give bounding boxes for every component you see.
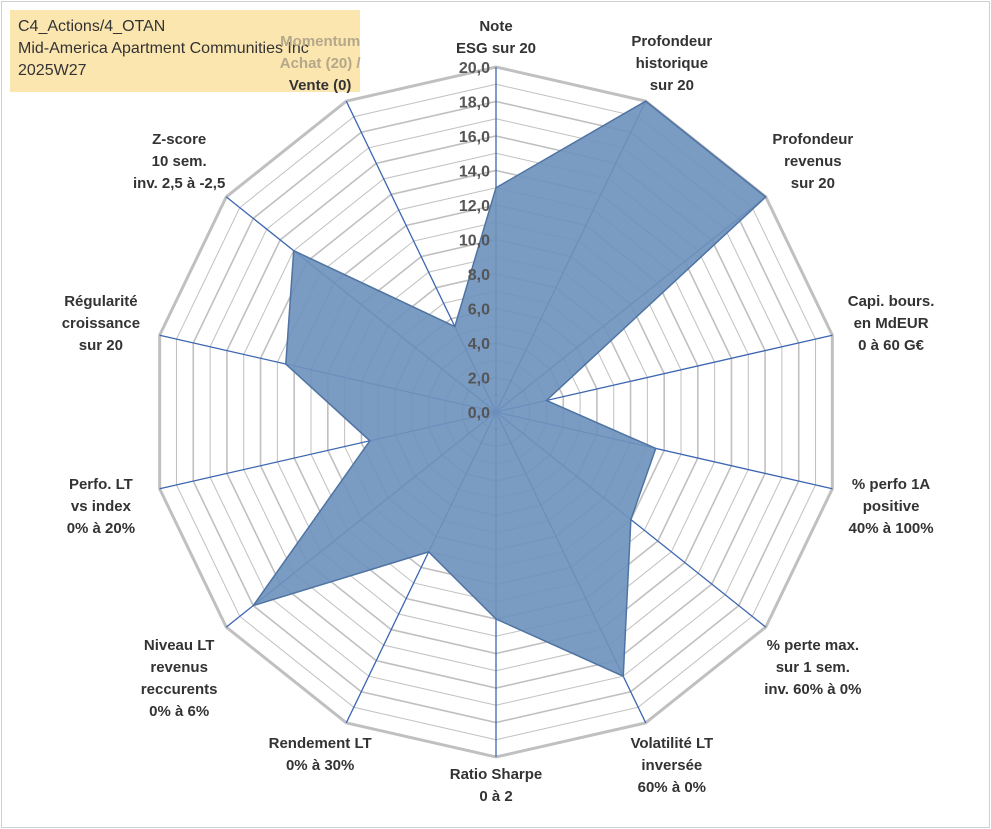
- radar-series: [251, 100, 767, 678]
- tick-label: 14,0: [459, 164, 490, 181]
- info-line-company: Mid-America Apartment Communities Inc: [18, 40, 309, 57]
- info-line-portfolio: C4_Actions/4_OTAN: [18, 18, 166, 35]
- tick-label: 6,0: [468, 302, 490, 319]
- axis-label: Note ESG sur 20: [456, 18, 536, 57]
- tick-label: 10,0: [459, 233, 490, 250]
- tick-label: 8,0: [468, 267, 490, 284]
- axis-label: Profondeur historique sur 20: [631, 33, 712, 94]
- series-area: [251, 100, 767, 678]
- tick-label: 20,0: [459, 60, 490, 77]
- tick-label: 12,0: [459, 198, 490, 215]
- radar-tick-labels: 0,0 2,0 4,0 6,0 8,0 10,0 12,0 14,0 16,0 18,0 20,0: [459, 60, 490, 422]
- axis-label: Ratio Sharpe 0 à 2: [450, 766, 543, 805]
- tick-label: 4,0: [468, 336, 490, 353]
- tick-label: 18,0: [459, 95, 490, 112]
- axis-label: Régularité croissance sur 20: [62, 293, 140, 354]
- axis-label: Capi. bours. en MdEUR 0 à 60 G€: [848, 293, 935, 354]
- axis-spoke: [495, 334, 833, 413]
- tick-label: 16,0: [459, 129, 490, 146]
- axis-label: Momentum Achat (20) / Vente (0): [280, 33, 362, 94]
- axis-label: Niveau LT revenus reccurents 0% à 6%: [141, 637, 218, 720]
- tick-label: 2,0: [468, 371, 490, 388]
- axis-label: Profondeur revenus sur 20: [772, 131, 853, 192]
- axis-label: Volatilité LT inversée 60% à 0%: [630, 735, 713, 796]
- axis-label: Perfo. LT vs index 0% à 20%: [67, 476, 135, 537]
- axis-label: % perte max. sur 1 sem. inv. 60% à 0%: [764, 637, 861, 698]
- axis-label: % perfo 1A positive 40% à 100%: [849, 476, 934, 537]
- tick-label: 0,0: [468, 405, 490, 422]
- info-line-week: 2025W27: [18, 62, 87, 79]
- radar-axis-labels: Note ESG sur 20 Profondeur historique sur 20…: [62, 18, 935, 805]
- axis-label: Rendement LT 0% à 30%: [269, 735, 372, 774]
- axis-label: Z-score 10 sem. inv. 2,5 à -2,5: [133, 131, 225, 192]
- chart-info-box: C4_Actions/4_OTAN Mid-America Apartment …: [10, 10, 360, 92]
